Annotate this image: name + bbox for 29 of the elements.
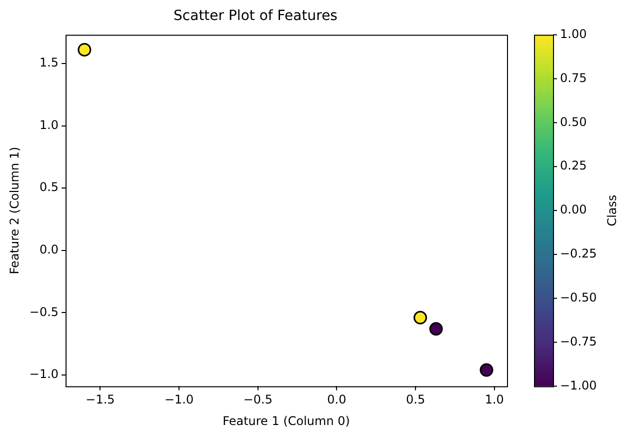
- color-bar-label: −0.25: [560, 246, 597, 261]
- color-bar-label: −1.00: [560, 378, 597, 392]
- color-bar-label: −0.75: [560, 334, 597, 348]
- y-tick-label: 1.0: [39, 118, 59, 132]
- color-bar-label: 0.00: [560, 202, 587, 217]
- y-tick-label: 0.0: [39, 242, 59, 256]
- point: [414, 310, 428, 324]
- y-tick-label: 1.5: [39, 56, 59, 70]
- color-bar-label: 0.50: [560, 114, 587, 129]
- x-tick-label: 0.0: [327, 392, 346, 407]
- point: [429, 322, 443, 336]
- x-tick-label: −1.0: [164, 392, 194, 407]
- color-bar-label: 0.25: [560, 158, 587, 173]
- color-bar-title: Class: [605, 194, 620, 226]
- x-axis-title: Feature 1 (Column 0): [222, 414, 350, 428]
- y-tick-label: −0.5: [29, 304, 59, 319]
- color-bar-label: 1.00: [560, 26, 587, 41]
- y-tick-label: 0.5: [39, 180, 59, 194]
- chart-title: Scatter Plot of Features: [174, 8, 338, 24]
- y-axis-title: Feature 2 (Column 1): [7, 146, 22, 274]
- color-bar-label: 0.75: [560, 70, 587, 85]
- x-tick-label: 1.0: [484, 392, 504, 407]
- x-tick-label: −0.5: [243, 392, 272, 407]
- x-tick-label: −1.5: [86, 392, 115, 407]
- y-tick-label: −1.0: [29, 367, 59, 382]
- color-bar-label: −0.50: [560, 290, 597, 304]
- point: [78, 43, 92, 57]
- x-tick-label: 0.5: [406, 392, 426, 407]
- point: [480, 363, 494, 377]
